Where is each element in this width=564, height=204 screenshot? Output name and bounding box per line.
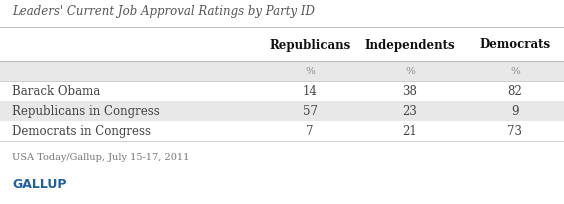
Text: Republicans: Republicans [270,38,351,51]
Bar [0,62,564,82]
Text: Barack Obama: Barack Obama [12,85,100,98]
Text: 73: 73 [508,125,522,138]
Text: Republicans in Congress: Republicans in Congress [12,105,160,118]
Text: 23: 23 [403,105,417,118]
Text: %: % [510,67,520,76]
Text: Leaders' Current Job Approval Ratings by Party ID: Leaders' Current Job Approval Ratings by… [12,5,315,18]
Text: GALLUP: GALLUP [12,177,67,190]
Bar [0,121,564,141]
Text: 7: 7 [306,125,314,138]
Text: 14: 14 [302,85,318,98]
Bar [0,102,564,121]
Bar [0,82,564,102]
Text: 38: 38 [403,85,417,98]
Text: Democrats: Democrats [479,38,550,51]
Text: 21: 21 [403,125,417,138]
Text: %: % [405,67,415,76]
Text: Independents: Independents [365,38,455,51]
Text: 82: 82 [508,85,522,98]
Text: %: % [305,67,315,76]
Text: USA Today/Gallup, July 15-17, 2011: USA Today/Gallup, July 15-17, 2011 [12,152,190,161]
Text: Democrats in Congress: Democrats in Congress [12,125,151,138]
Text: 9: 9 [511,105,519,118]
Text: 57: 57 [302,105,318,118]
